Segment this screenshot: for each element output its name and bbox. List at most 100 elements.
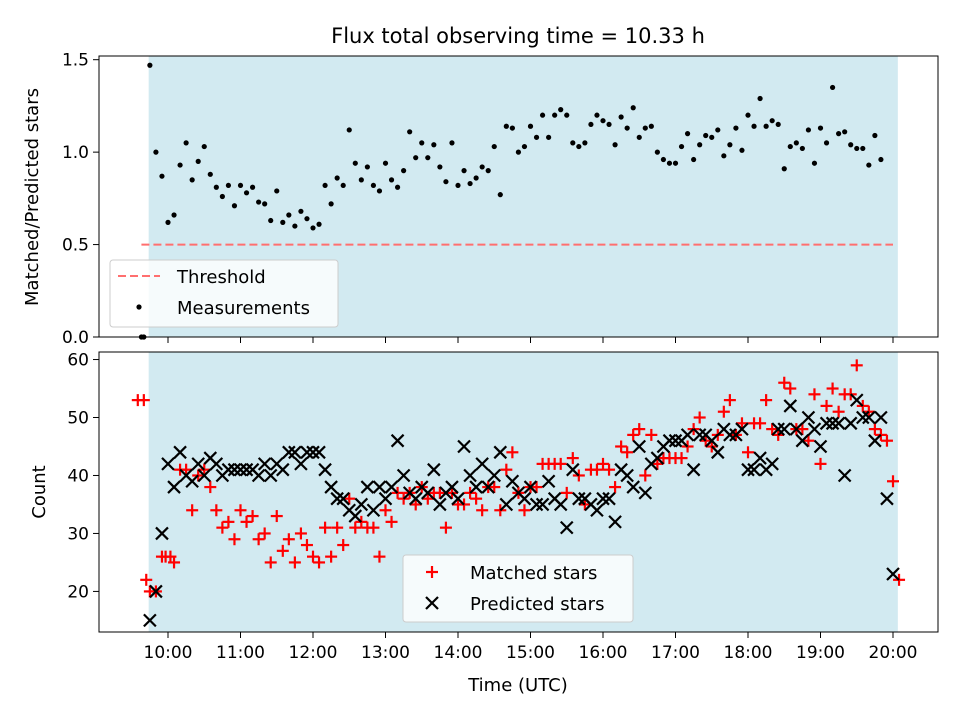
predicted-star-point-b [312,445,326,460]
measurement-point [533,134,540,140]
measurement-point [274,188,280,194]
predicted-star-point-b [155,526,169,541]
measurement-point [842,129,848,135]
predicted-star-point-b [239,462,254,477]
measurement-point [588,121,594,128]
predicted-star-point-b [638,486,653,500]
predicted-star-point-b [862,410,876,425]
measurement-point [509,125,515,131]
predicted-star-point [457,439,471,454]
predicted-star-point [233,462,248,477]
matched-star-point [246,510,259,523]
predicted-star-point-b [813,439,828,454]
predicted-star-point-b [457,439,471,454]
measurement-point [691,156,697,163]
predicted-star-point [668,433,683,448]
matched-star-point [651,457,664,470]
predicted-star-point-b [559,520,574,535]
predicted-star-point-b [535,497,550,512]
matched-star-point [282,533,295,546]
measurement-point [497,192,503,198]
predicted-star-point [650,451,665,465]
bottom-ytick-label: 50 [67,409,89,429]
predicted-star-point-b [318,462,332,477]
measurement-point [576,143,582,150]
predicted-star-point-b [777,422,792,436]
measurement-point [630,105,636,111]
measurement-point [201,143,207,150]
matched-star-point [337,539,350,552]
predicted-star-point [421,486,435,500]
matched-star-point [270,510,283,523]
measurement-point [292,223,298,229]
matched-stars-points [131,359,906,598]
measurement-point [642,125,648,131]
matched-star-point [300,539,313,552]
matched-star-point [754,417,767,430]
measurement-point [479,164,485,170]
predicted-star-point [475,457,489,471]
measurement-point [268,217,274,224]
measurement-point [262,201,268,207]
matched-star-point [645,428,658,441]
predicted-star-point-b [602,491,616,506]
measurement-point [165,219,171,225]
measurement-point [721,153,727,159]
predicted-star-point-b [396,468,411,483]
predicted-star-point [856,410,870,425]
predicted-star-point [807,422,822,436]
measurement-point [854,145,860,152]
predicted-star-point [680,428,695,442]
predicted-star-point-b [517,491,532,506]
predicted-star-point-b [650,451,665,465]
predicted-star-point [711,445,725,460]
predicted-star-point [427,462,441,477]
measurement-point [727,142,733,148]
measurement-point [237,182,244,189]
matched-star-point [216,521,229,534]
predicted-star-point [771,422,785,436]
predicted-star-point [638,486,653,500]
predicted-star-point [197,468,212,483]
measurement-point [243,190,250,196]
predicted-star-point-b [451,491,465,506]
predicted-star-point-b [251,468,266,483]
predicted-star-point [692,428,707,442]
predicted-star-point [541,474,556,489]
predicted-star-point-b [372,480,387,494]
predicted-star-point [831,416,846,431]
predicted-star-point-b [505,474,520,489]
measurement-point [805,127,812,133]
predicted-star-point-b [499,497,514,512]
predicted-star-point-b [662,433,677,448]
predicted-star-point [257,457,272,471]
predicted-star-point-b [433,497,447,512]
predicted-star-point-b [487,468,502,483]
predicted-star-point-b [276,462,290,477]
measurement-point [648,123,654,129]
measurement-point [437,164,443,170]
predicted-star-point-b [366,503,381,518]
predicted-star-point [765,457,779,471]
predicted-star-point [469,480,483,494]
matched-star-point [288,556,301,569]
predicted-star-point [312,445,326,460]
predicted-star-point-b [566,462,580,477]
predicted-star-point [886,567,900,581]
measurement-point [455,182,461,189]
matched-star-point [343,492,356,505]
predicted-star-point [566,462,580,477]
measurement-point [618,114,624,120]
bottom-legend-box [402,554,634,623]
matched-star-point [234,504,247,517]
measurement-point [485,168,491,174]
predicted-star-point-b [680,428,695,442]
chart-title: Flux total observing time = 10.33 h [331,24,705,48]
measurement-point [388,177,395,183]
measurement-point [364,164,370,170]
predicted-star-point [753,451,767,465]
predicted-star-point-b [306,445,320,460]
measurement-point [660,156,667,163]
predicted-star-point-b [173,445,187,460]
matched-star-point [240,515,253,528]
